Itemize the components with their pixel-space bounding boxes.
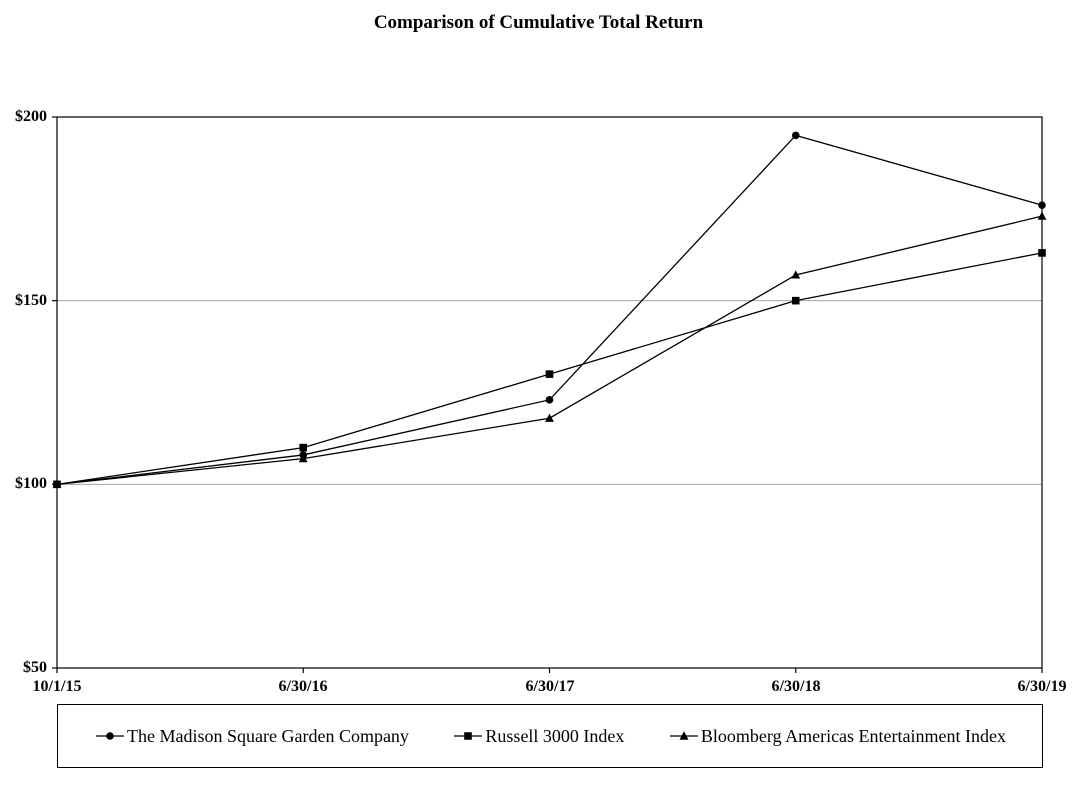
marker-square-russell-3000-index [1038, 249, 1046, 257]
legend-label: Bloomberg Americas Entertainment Index [700, 725, 1006, 746]
plot-border [56, 116, 1043, 669]
x-axis-tick-label: 6/30/16 [278, 678, 328, 695]
marker-circle-the-madison-square-garden-company [545, 396, 554, 404]
legend: The Madison Square Garden Company Russel… [57, 704, 1043, 768]
series-line-the-madison-square-garden-company [56, 134, 1043, 485]
triangle-marker-icon [669, 730, 698, 742]
marker-triangle-bloomberg-americas-entertainment-index [545, 413, 554, 422]
y-axis-tick-label: $50 [23, 659, 47, 676]
legend-item-madison-square-garden: The Madison Square Garden Company [96, 726, 409, 747]
y-axis-tick-label: $150 [15, 292, 47, 309]
legend-item-bloomberg-entertainment: Bloomberg Americas Entertainment Index [669, 725, 1006, 747]
marker-circle-the-madison-square-garden-company [1038, 201, 1046, 209]
marker-triangle-bloomberg-americas-entertainment-index [52, 479, 62, 488]
legend-item-russell-3000: Russell 3000 Index [454, 726, 624, 747]
series-line-bloomberg-americas-entertainment-index [56, 215, 1043, 485]
x-axis-tick-label: 10/1/15 [32, 678, 82, 695]
marker-square-russell-3000-index [545, 370, 554, 378]
y-axis-tick-label: $200 [15, 108, 47, 125]
marker-square-russell-3000-index [791, 296, 800, 305]
marker-triangle-bloomberg-americas-entertainment-index [791, 270, 801, 279]
legend-label: The Madison Square Garden Company [127, 725, 409, 746]
x-axis-tick-label: 6/30/19 [1017, 678, 1067, 695]
marker-square-russell-3000-index [299, 443, 308, 452]
chart-title: Comparison of Cumulative Total Return [373, 12, 704, 33]
x-axis-tick-label: 6/30/17 [525, 678, 575, 695]
square-marker-icon [454, 730, 483, 742]
legend-label: Russell 3000 Index [485, 725, 625, 746]
x-axis-tick-label: 6/30/18 [771, 678, 821, 695]
marker-circle-the-madison-square-garden-company [791, 131, 800, 140]
marker-triangle-bloomberg-americas-entertainment-index [1037, 211, 1047, 220]
y-axis-tick-label: $100 [15, 475, 47, 492]
marker-triangle-bloomberg-americas-entertainment-index [298, 454, 308, 463]
circle-marker-icon [96, 730, 124, 742]
series-line-russell-3000-index [56, 252, 1043, 485]
